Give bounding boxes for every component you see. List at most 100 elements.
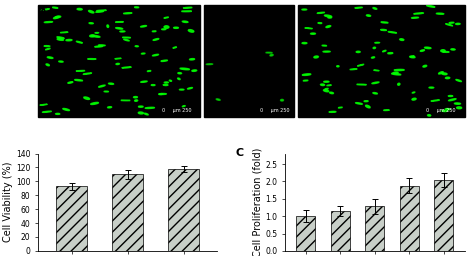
Ellipse shape bbox=[322, 45, 327, 46]
Ellipse shape bbox=[135, 46, 138, 47]
Ellipse shape bbox=[373, 93, 377, 94]
Ellipse shape bbox=[328, 17, 331, 18]
Ellipse shape bbox=[59, 61, 63, 62]
Ellipse shape bbox=[383, 110, 389, 111]
Ellipse shape bbox=[104, 91, 109, 92]
Ellipse shape bbox=[124, 13, 132, 14]
Ellipse shape bbox=[381, 29, 386, 30]
Ellipse shape bbox=[109, 83, 114, 84]
Ellipse shape bbox=[55, 16, 61, 18]
Ellipse shape bbox=[372, 57, 374, 58]
Bar bbox=[298, 5, 465, 117]
Ellipse shape bbox=[446, 77, 450, 79]
Ellipse shape bbox=[423, 65, 427, 67]
Ellipse shape bbox=[388, 52, 393, 54]
Ellipse shape bbox=[57, 37, 64, 39]
Ellipse shape bbox=[192, 70, 197, 71]
Ellipse shape bbox=[141, 26, 146, 27]
Ellipse shape bbox=[356, 103, 362, 104]
Ellipse shape bbox=[96, 11, 104, 12]
Ellipse shape bbox=[76, 70, 85, 71]
Ellipse shape bbox=[115, 58, 121, 59]
Text: 0     μm 250: 0 μm 250 bbox=[427, 108, 456, 113]
Text: C: C bbox=[235, 148, 243, 158]
Ellipse shape bbox=[46, 48, 50, 50]
Ellipse shape bbox=[437, 13, 444, 14]
Ellipse shape bbox=[281, 99, 283, 101]
Ellipse shape bbox=[355, 7, 362, 8]
Ellipse shape bbox=[338, 107, 342, 108]
Ellipse shape bbox=[161, 60, 167, 61]
Ellipse shape bbox=[57, 39, 64, 40]
Ellipse shape bbox=[381, 22, 388, 23]
Ellipse shape bbox=[456, 80, 461, 82]
Bar bbox=[168, 169, 199, 251]
Ellipse shape bbox=[400, 39, 404, 40]
Ellipse shape bbox=[310, 33, 315, 34]
Ellipse shape bbox=[55, 113, 60, 114]
Ellipse shape bbox=[54, 16, 59, 19]
Ellipse shape bbox=[449, 22, 454, 23]
Ellipse shape bbox=[365, 105, 370, 108]
Ellipse shape bbox=[178, 73, 182, 74]
Ellipse shape bbox=[44, 46, 50, 47]
Ellipse shape bbox=[327, 85, 331, 86]
Ellipse shape bbox=[99, 45, 105, 46]
Ellipse shape bbox=[108, 107, 111, 108]
Ellipse shape bbox=[216, 99, 220, 100]
Ellipse shape bbox=[135, 7, 139, 8]
Ellipse shape bbox=[77, 8, 82, 10]
Ellipse shape bbox=[314, 56, 319, 58]
Ellipse shape bbox=[182, 11, 191, 12]
Ellipse shape bbox=[427, 5, 435, 7]
Ellipse shape bbox=[323, 51, 330, 52]
Ellipse shape bbox=[266, 52, 272, 53]
Ellipse shape bbox=[329, 92, 333, 94]
Ellipse shape bbox=[357, 84, 366, 85]
Ellipse shape bbox=[448, 95, 453, 97]
Bar bbox=[296, 216, 315, 251]
Ellipse shape bbox=[107, 25, 109, 27]
Ellipse shape bbox=[394, 69, 404, 71]
Ellipse shape bbox=[410, 56, 415, 58]
Ellipse shape bbox=[320, 84, 325, 86]
Ellipse shape bbox=[116, 28, 123, 29]
Bar bbox=[56, 186, 87, 251]
Ellipse shape bbox=[206, 64, 213, 65]
Ellipse shape bbox=[410, 56, 414, 57]
Ellipse shape bbox=[357, 64, 364, 66]
Ellipse shape bbox=[425, 47, 431, 49]
Ellipse shape bbox=[145, 107, 155, 109]
Ellipse shape bbox=[152, 31, 156, 32]
Ellipse shape bbox=[134, 97, 137, 98]
Ellipse shape bbox=[144, 113, 148, 115]
Ellipse shape bbox=[383, 50, 386, 52]
Ellipse shape bbox=[91, 102, 99, 104]
Ellipse shape bbox=[375, 42, 380, 43]
Y-axis label: Cell Viability (%): Cell Viability (%) bbox=[3, 162, 13, 242]
Ellipse shape bbox=[159, 93, 166, 94]
Ellipse shape bbox=[164, 17, 168, 18]
Y-axis label: Cell Proliferation (fold): Cell Proliferation (fold) bbox=[253, 147, 263, 256]
Ellipse shape bbox=[99, 85, 105, 87]
Ellipse shape bbox=[90, 35, 94, 37]
Ellipse shape bbox=[420, 50, 425, 51]
Bar bbox=[400, 186, 419, 251]
Ellipse shape bbox=[393, 72, 398, 74]
Ellipse shape bbox=[122, 67, 131, 68]
Ellipse shape bbox=[302, 74, 311, 76]
Ellipse shape bbox=[162, 29, 166, 30]
Ellipse shape bbox=[442, 110, 447, 112]
Bar bbox=[112, 174, 143, 251]
Ellipse shape bbox=[46, 64, 49, 66]
Ellipse shape bbox=[180, 68, 190, 70]
Ellipse shape bbox=[89, 10, 94, 13]
Ellipse shape bbox=[372, 82, 379, 84]
Ellipse shape bbox=[173, 27, 178, 28]
Ellipse shape bbox=[302, 42, 307, 44]
Ellipse shape bbox=[68, 82, 73, 83]
Ellipse shape bbox=[188, 88, 192, 89]
Ellipse shape bbox=[180, 89, 184, 90]
Ellipse shape bbox=[448, 99, 456, 101]
Ellipse shape bbox=[456, 23, 460, 25]
